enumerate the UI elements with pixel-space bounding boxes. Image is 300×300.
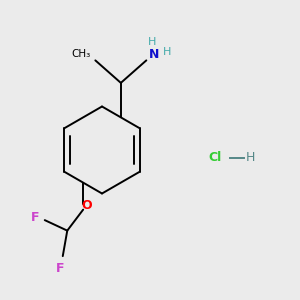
Text: H: H xyxy=(148,37,157,47)
Text: F: F xyxy=(56,262,64,275)
Text: F: F xyxy=(31,211,39,224)
Text: H: H xyxy=(246,151,255,164)
Text: O: O xyxy=(82,199,92,212)
Text: H: H xyxy=(163,47,171,57)
Text: CH₃: CH₃ xyxy=(72,49,91,58)
Text: Cl: Cl xyxy=(208,151,222,164)
Text: N: N xyxy=(149,48,159,61)
